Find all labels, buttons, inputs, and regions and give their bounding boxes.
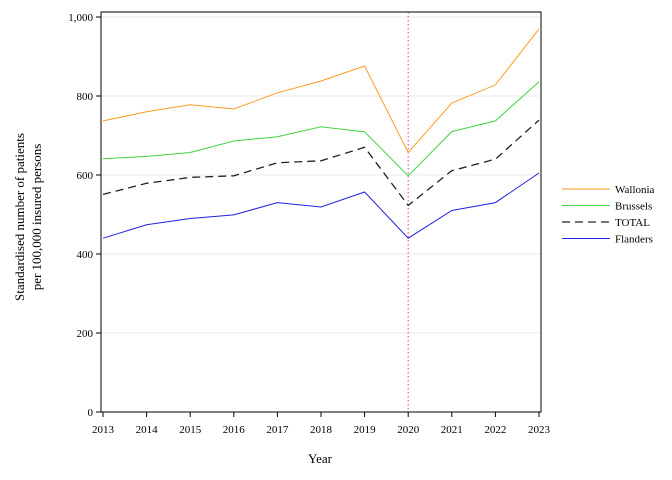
legend-label-flanders: Flanders [615, 234, 653, 246]
series-line-brussels [102, 81, 540, 177]
y-tick-label: 800 [77, 91, 94, 103]
y-tick-label: 200 [77, 328, 94, 340]
series-line-wallonia [102, 28, 540, 154]
x-tick-label: 2021 [441, 424, 463, 436]
legend-label-wallonia: Wallonia [615, 184, 655, 196]
x-tick-label: 2020 [397, 424, 420, 436]
x-tick-label: 2023 [528, 424, 551, 436]
x-tick-label: 2014 [136, 424, 159, 436]
x-tick-label: 2017 [266, 424, 289, 436]
x-tick-label: 2013 [92, 424, 115, 436]
y-tick-labels: 0 200 400 600 800 1,000 [68, 12, 93, 419]
legend: Wallonia Brussels TOTAL Flanders [562, 184, 655, 246]
series-layer [102, 28, 540, 239]
y-tick-label: 1,000 [68, 12, 93, 24]
x-tick-label: 2016 [223, 424, 246, 436]
legend-label-brussels: Brussels [615, 201, 652, 213]
legend-label-total: TOTAL [615, 217, 650, 229]
x-tick-label: 2022 [484, 424, 506, 436]
axes [96, 11, 542, 417]
x-axis-title: Year [308, 451, 333, 466]
y-axis-title-line-1: Standardised number of patients [12, 133, 27, 301]
series-line-total [102, 119, 540, 207]
x-tick-label: 2018 [310, 424, 333, 436]
y-tick-label: 600 [77, 170, 94, 182]
x-tick-label: 2019 [354, 424, 377, 436]
y-axis-title-line-2: per 100,000 insured persons [29, 144, 44, 291]
x-tick-label: 2015 [179, 424, 202, 436]
y-tick-label: 0 [88, 407, 94, 419]
x-tick-labels: 2013 2014 2015 2016 2017 2018 2019 2020 2021 2022… [92, 424, 551, 436]
plot-frame [100, 11, 542, 413]
series-line-flanders [102, 172, 540, 239]
grid-lines [101, 16, 541, 334]
y-tick-label: 400 [77, 249, 94, 261]
